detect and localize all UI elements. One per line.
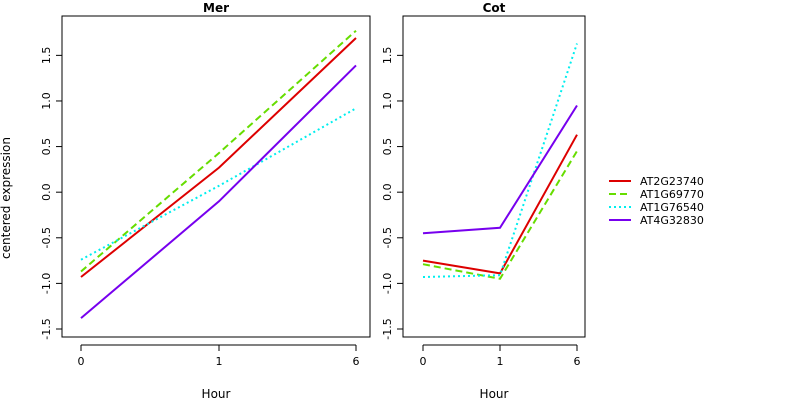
legend-item: AT1G76540 (609, 201, 704, 214)
y-tick-label: -1.0 (40, 273, 53, 294)
panels: Mer -1.5 -1.0 -0.5 0.0 0.5 1.0 1.5 0 1 6 Hour Cot -1.… (40, 1, 586, 400)
panel-cot: Cot -1.5 -1.0 -0.5 0.0 0.5 1.0 1.5 0 1 6 Hour (381, 1, 586, 400)
panel-title: Cot (483, 1, 506, 15)
y-tick-label: 0.0 (40, 183, 53, 201)
series-line-at1g69770 (80, 29, 357, 273)
panel-mer: Mer -1.5 -1.0 -0.5 0.0 0.5 1.0 1.5 0 1 6 Hour (40, 1, 371, 400)
y-tick-label: 1.0 (381, 92, 394, 110)
y-tick-label: 1.0 (40, 92, 53, 110)
y-tick-label: 0.5 (40, 138, 53, 156)
panel-title: Mer (203, 1, 229, 15)
plot-frame (402, 15, 586, 338)
legend-item: AT2G23740 (609, 175, 704, 188)
x-axis-title: Hour (202, 387, 231, 400)
x-tick-label: 0 (420, 355, 427, 368)
x-tick-label: 6 (574, 355, 581, 368)
series-line-at1g76540 (422, 43, 578, 278)
series-line-at4g32830 (80, 64, 357, 319)
y-tick-label: 1.5 (40, 47, 53, 64)
x-axis-title: Hour (480, 387, 509, 400)
legend-item: AT4G32830 (609, 214, 704, 227)
series-line-at2g23740 (422, 134, 578, 275)
y-tick-label: 0.0 (381, 183, 394, 201)
legend-label: AT1G69770 (640, 188, 704, 201)
y-tick-label: -0.5 (40, 227, 53, 248)
series-line-at1g69770 (422, 150, 578, 280)
legend-label: AT2G23740 (640, 175, 704, 188)
x-tick-label: 0 (78, 355, 85, 368)
x-tick-label: 1 (216, 355, 223, 368)
x-tick-label: 1 (497, 355, 504, 368)
y-tick-label: -0.5 (381, 227, 394, 248)
legend-label: AT1G76540 (640, 201, 704, 214)
series-line-at1g76540 (80, 107, 357, 261)
series-line-at2g23740 (80, 37, 357, 278)
y-axis-title: centered expression (0, 137, 13, 259)
y-tick-label: -1.0 (381, 273, 394, 294)
plot-frame (61, 15, 371, 338)
y-tick-label: -1.5 (381, 318, 394, 339)
y-tick-label: -1.5 (40, 318, 53, 339)
legend-label: AT4G32830 (640, 214, 704, 227)
series-line-at4g32830 (422, 104, 578, 235)
x-tick-label: 6 (353, 355, 360, 368)
legend-item: AT1G69770 (609, 188, 704, 201)
y-tick-label: 0.5 (381, 138, 394, 156)
y-tick-label: 1.5 (381, 47, 394, 64)
